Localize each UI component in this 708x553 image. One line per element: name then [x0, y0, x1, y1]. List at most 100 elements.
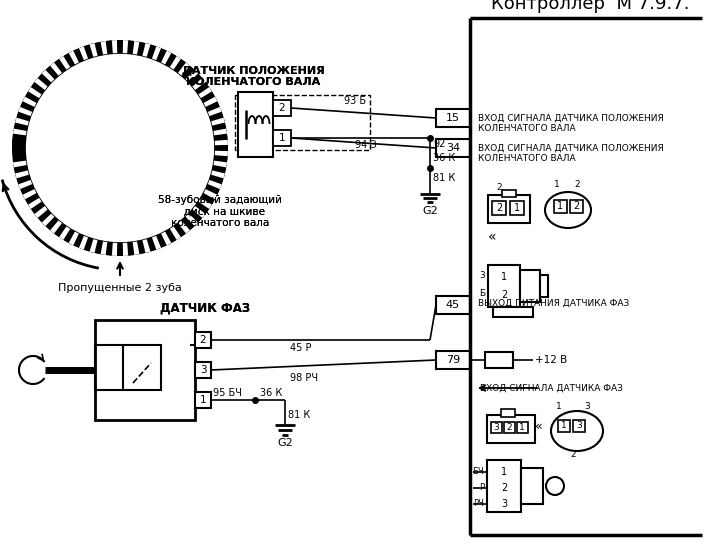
Polygon shape	[209, 172, 224, 187]
Polygon shape	[185, 213, 198, 226]
Polygon shape	[193, 80, 211, 97]
Text: 81 К: 81 К	[433, 173, 455, 183]
Polygon shape	[13, 119, 28, 134]
Text: 2: 2	[496, 183, 502, 192]
Polygon shape	[35, 71, 53, 88]
Polygon shape	[71, 232, 86, 249]
Polygon shape	[69, 51, 79, 64]
Text: ДАТЧИК ПОЛОЖЕНИЯ
КОЛЕНЧАТОГО ВАЛА: ДАТЧИК ПОЛОЖЕНИЯ КОЛЕНЧАТОГО ВАЛА	[182, 65, 324, 87]
Bar	[487, 415, 535, 443]
Polygon shape	[69, 232, 79, 246]
Polygon shape	[114, 243, 126, 256]
Polygon shape	[19, 181, 35, 197]
Polygon shape	[59, 226, 70, 240]
Polygon shape	[161, 51, 171, 64]
Polygon shape	[198, 87, 212, 98]
Bar	[570, 200, 583, 213]
Bar	[510, 201, 524, 215]
Polygon shape	[79, 46, 88, 60]
Polygon shape	[61, 51, 77, 69]
Polygon shape	[112, 243, 118, 256]
Polygon shape	[19, 98, 35, 114]
Polygon shape	[152, 46, 161, 60]
Polygon shape	[163, 227, 179, 244]
Polygon shape	[23, 88, 40, 105]
Polygon shape	[103, 40, 115, 54]
Polygon shape	[15, 170, 29, 179]
Text: 1: 1	[200, 395, 206, 405]
Polygon shape	[122, 243, 128, 256]
Bar	[95, 320, 195, 420]
Text: ВХОД СИГНАЛА ДАТЧИКА ПОЛОЖЕНИЯ
КОЛЕНЧАТОГО ВАЛА: ВХОД СИГНАЛА ДАТЧИКА ПОЛОЖЕНИЯ КОЛЕНЧАТО…	[478, 144, 664, 163]
Text: 36 К: 36 К	[260, 388, 282, 398]
Polygon shape	[204, 97, 217, 107]
Text: ДАТЧИК ПОЛОЖЕНИЯ
КОЛЕНЧАТОГО ВАЛА: ДАТЧИК ПОЛОЖЕНИЯ КОЛЕНЧАТОГО ВАЛА	[182, 65, 324, 87]
Text: 1: 1	[519, 422, 525, 431]
Polygon shape	[101, 41, 108, 55]
Text: 3: 3	[479, 270, 485, 279]
Bar	[238, 92, 273, 157]
Text: 2: 2	[501, 483, 507, 493]
Text: 1: 1	[501, 272, 507, 282]
Polygon shape	[43, 215, 61, 232]
Bar	[195, 392, 211, 408]
Polygon shape	[81, 237, 96, 253]
Polygon shape	[81, 44, 96, 60]
Polygon shape	[12, 131, 26, 144]
Bar	[520, 270, 540, 302]
Text: 2: 2	[200, 335, 206, 345]
Text: +12 В: +12 В	[535, 355, 567, 365]
Text: G2: G2	[277, 438, 293, 448]
Bar	[491, 422, 502, 433]
Text: G2: G2	[422, 206, 438, 216]
Text: 1: 1	[554, 180, 560, 189]
Polygon shape	[23, 189, 36, 199]
Circle shape	[546, 477, 564, 495]
Polygon shape	[185, 70, 198, 82]
Polygon shape	[142, 239, 150, 253]
Text: РЧ: РЧ	[473, 499, 484, 509]
Polygon shape	[154, 232, 169, 249]
Ellipse shape	[545, 192, 591, 228]
Polygon shape	[179, 215, 197, 232]
Text: 94 З: 94 З	[355, 140, 377, 150]
Polygon shape	[204, 189, 217, 199]
Text: 2: 2	[496, 203, 502, 213]
Polygon shape	[193, 206, 205, 218]
Polygon shape	[193, 78, 205, 90]
Bar	[521, 468, 543, 504]
Polygon shape	[215, 140, 228, 145]
Polygon shape	[212, 163, 227, 176]
Polygon shape	[142, 43, 150, 57]
Polygon shape	[213, 161, 227, 168]
Bar	[436, 109, 470, 127]
Polygon shape	[16, 172, 31, 187]
Polygon shape	[90, 43, 98, 57]
Polygon shape	[29, 80, 47, 97]
Text: Р: Р	[479, 483, 484, 493]
Polygon shape	[18, 180, 32, 189]
Polygon shape	[125, 242, 137, 256]
Polygon shape	[52, 222, 69, 239]
Polygon shape	[187, 207, 205, 225]
Text: 2: 2	[506, 422, 512, 431]
Text: 3: 3	[200, 365, 206, 375]
Text: 1: 1	[501, 467, 507, 477]
Polygon shape	[71, 47, 86, 64]
Polygon shape	[132, 41, 139, 55]
Polygon shape	[35, 207, 53, 225]
Text: 79: 79	[446, 355, 460, 365]
Polygon shape	[211, 170, 225, 179]
Text: 58-зубовый задающий
   диск на шкиве
коленчатого вала: 58-зубовый задающий диск на шкиве коленч…	[158, 195, 282, 228]
Bar	[235, 95, 370, 150]
Polygon shape	[171, 57, 188, 75]
Polygon shape	[91, 239, 105, 255]
Polygon shape	[23, 97, 36, 107]
Text: 2: 2	[574, 180, 580, 189]
Text: 3: 3	[584, 402, 590, 411]
Text: 1: 1	[279, 133, 285, 143]
Polygon shape	[211, 118, 225, 126]
Text: Контроллер  М 7.9.7.: Контроллер М 7.9.7.	[491, 0, 690, 13]
Text: 3: 3	[493, 422, 499, 431]
Bar	[123, 345, 161, 390]
